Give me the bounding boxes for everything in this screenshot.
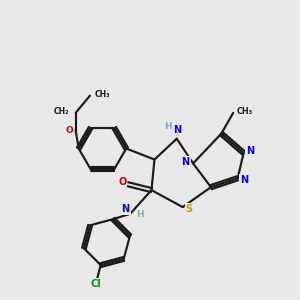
Text: Cl: Cl	[90, 279, 101, 289]
Text: N: N	[246, 146, 254, 157]
Text: CH₂: CH₂	[54, 107, 69, 116]
Text: N: N	[122, 204, 130, 214]
Text: O: O	[118, 177, 127, 187]
Text: S: S	[186, 204, 193, 214]
Text: O: O	[65, 126, 73, 135]
Text: CH₃: CH₃	[237, 107, 253, 116]
Text: N: N	[182, 157, 190, 167]
Text: CH₃: CH₃	[94, 90, 110, 99]
Text: H: H	[136, 210, 143, 219]
Text: H: H	[165, 122, 172, 131]
Text: N: N	[173, 125, 181, 135]
Text: N: N	[240, 175, 248, 185]
